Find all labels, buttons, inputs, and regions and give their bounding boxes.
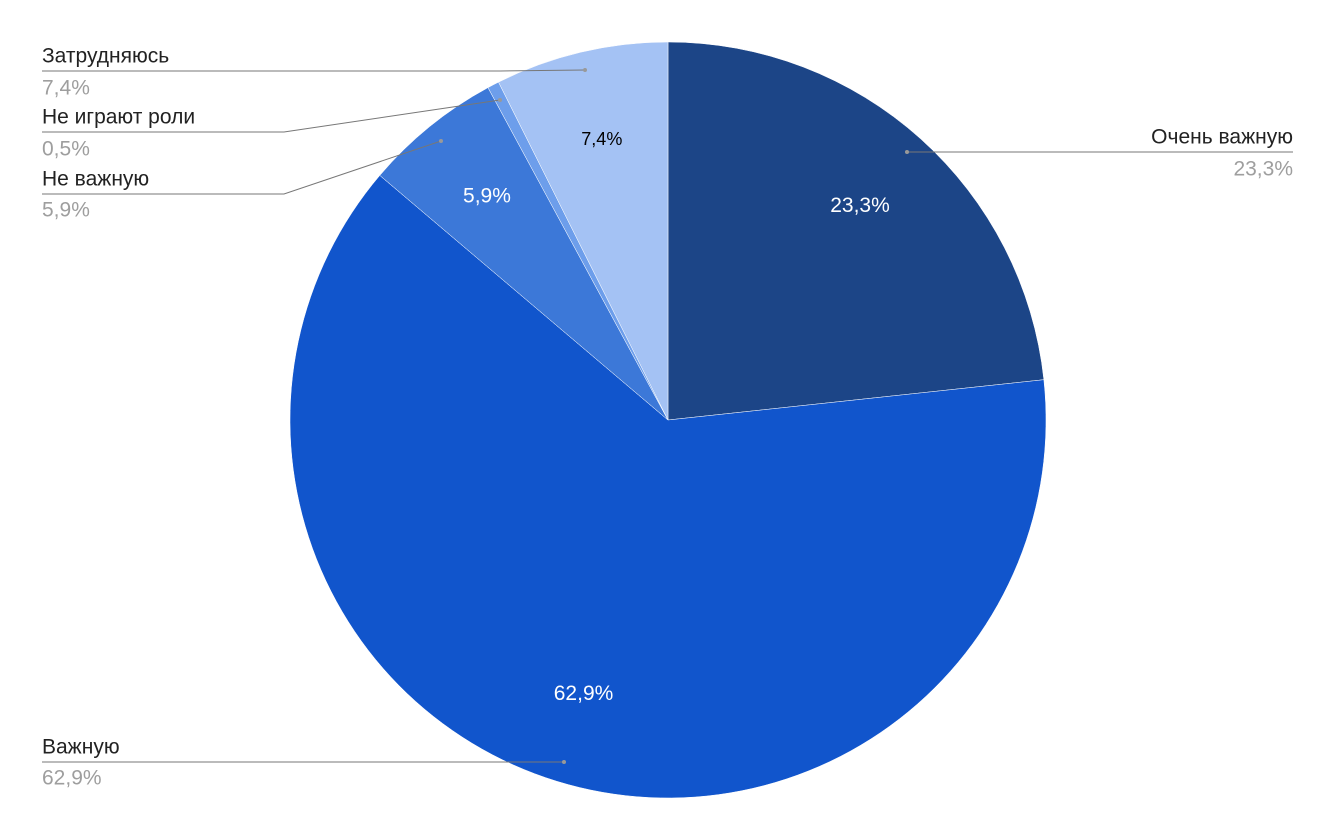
legend-label: Затрудняюсь	[42, 45, 169, 68]
legend-label: Не играют роли	[42, 106, 195, 129]
pie-slice	[379, 87, 669, 421]
leader-dot	[905, 150, 909, 154]
legend-label: Не важную	[42, 168, 149, 191]
legend-value: 0,5%	[42, 138, 90, 161]
legend-value: 5,9%	[42, 199, 90, 222]
pie-slice	[667, 41, 1045, 421]
leader-dot	[583, 68, 587, 72]
leader-dot	[562, 760, 566, 764]
slice-label: 5,9%	[463, 184, 511, 207]
pie-slice	[289, 175, 1047, 799]
legend-label: Очень важную	[1151, 126, 1293, 149]
leader-line	[42, 69, 586, 72]
slice-label: 23,3%	[830, 194, 890, 217]
leader-line	[42, 140, 442, 195]
slice-label: 62,9%	[554, 682, 614, 705]
leader-dot	[439, 139, 443, 143]
legend-value: 62,9%	[42, 767, 102, 790]
legend-value: 7,4%	[42, 77, 90, 100]
leader-dot	[498, 98, 502, 102]
legend-value: 23,3%	[1233, 158, 1293, 181]
leader-line	[42, 99, 501, 133]
slice-label: 7,4%	[581, 129, 622, 149]
legend-label: Важную	[42, 736, 120, 759]
pie-slice	[498, 41, 669, 421]
